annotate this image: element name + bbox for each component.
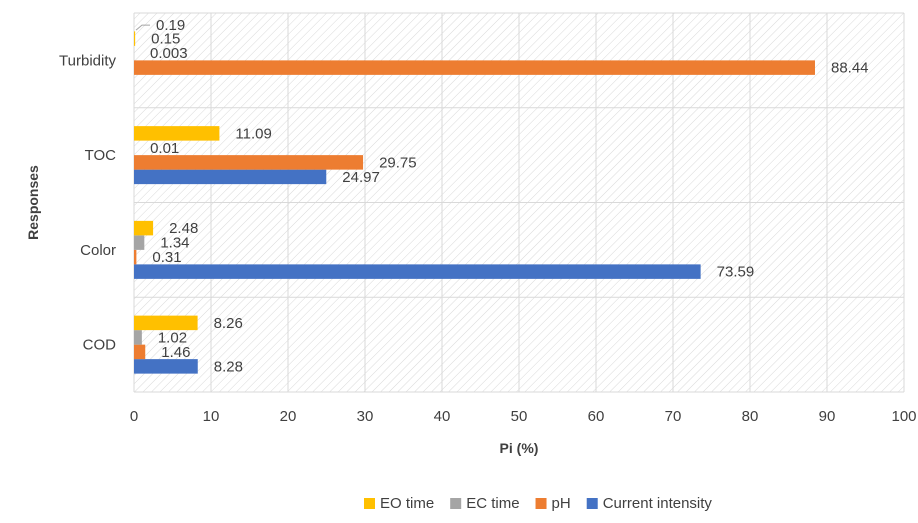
gridlines	[133, 12, 905, 393]
bar-toc-current-intensity	[134, 169, 327, 185]
legend-swatch-current-intensity	[586, 498, 598, 509]
x-tick-label: 40	[434, 408, 451, 425]
bar-color-current-intensity	[134, 264, 701, 279]
bar-toc-eo-time	[134, 126, 220, 141]
data-label-cod-eo-time: 8.26	[214, 315, 243, 332]
x-tick-label: 90	[819, 408, 836, 425]
data-label-extra-turbidity: 0.19	[156, 17, 185, 34]
x-tick-label: 70	[665, 408, 682, 425]
x-tick-label: 0	[130, 408, 138, 425]
leader-line	[135, 24, 150, 31]
data-label-toc-ec-time: 0.01	[150, 140, 179, 157]
bar-color-ph	[134, 249, 137, 265]
bar-cod-ec-time	[134, 330, 142, 345]
data-labels: 8.28 73.59 24.97 1.46 0.31 29.75 88.44 1.02 1.34…	[135, 17, 869, 375]
bar-cod-current-intensity	[134, 359, 198, 374]
data-label-cod-current-intensity: 8.28	[214, 358, 243, 375]
data-label-turbidity-ec-time: 0.003	[150, 45, 188, 62]
bar-color-ec-time	[134, 235, 145, 250]
x-tick-label: 30	[357, 408, 374, 425]
y-tick-label-cod: COD	[83, 337, 117, 354]
data-label-color-eo-time: 2.48	[169, 220, 198, 237]
legend-swatch-ec-time	[450, 498, 462, 509]
data-label-cod-ph: 1.46	[161, 344, 190, 361]
x-tick-label: 50	[511, 408, 528, 425]
x-tick-label: 10	[203, 408, 220, 425]
data-label-color-current-intensity: 73.59	[717, 264, 755, 281]
y-tick-label-color: Color	[80, 242, 116, 259]
data-label-toc-current-intensity: 24.97	[342, 169, 380, 186]
bar-cod-ph	[134, 344, 146, 360]
legend-label-current-intensity: Current intensity	[603, 495, 713, 512]
x-tick-label: 20	[280, 408, 297, 425]
legend-label-eo-time: EO time	[380, 495, 434, 512]
x-tick-labels: 0 10 20 30 40 50 60 70 80 90 100	[130, 408, 917, 425]
x-axis-title: Pi (%)	[500, 440, 539, 456]
x-tick-label: 80	[742, 408, 759, 425]
bar-turbidity-ph	[134, 60, 815, 75]
legend-label-ph: pH	[552, 495, 571, 512]
y-tick-label-turbidity: Turbidity	[59, 52, 116, 69]
bar-cod-eo-time	[134, 315, 198, 331]
data-label-toc-eo-time: 11.09	[235, 125, 271, 142]
bar-toc-ph	[134, 155, 364, 170]
data-label-color-ec-time: 1.34	[160, 235, 189, 252]
data-label-turbidity-eo-time: 0.15	[151, 31, 180, 48]
legend-swatch-ph	[535, 498, 547, 509]
data-label-color-ph: 0.31	[152, 249, 181, 266]
y-axis-title: Responses	[25, 165, 41, 240]
x-tick-label: 100	[891, 408, 916, 425]
data-label-turbidity-ph: 88.44	[831, 60, 869, 77]
bars	[134, 31, 815, 374]
data-label-toc-ph: 29.75	[379, 154, 417, 171]
legend-label-ec-time: EC time	[466, 495, 519, 512]
bar-color-eo-time	[134, 220, 154, 236]
y-tick-label-toc: TOC	[85, 147, 117, 164]
legend-swatch-eo-time	[364, 498, 375, 509]
legend: EO time EC time pH Current intensity	[364, 495, 712, 512]
bar-turbidity-eo-time	[134, 31, 136, 46]
x-tick-label: 60	[588, 408, 605, 425]
data-label-cod-ec-time: 1.02	[158, 329, 187, 346]
y-tick-labels: COD Color TOC Turbidity	[59, 52, 116, 353]
